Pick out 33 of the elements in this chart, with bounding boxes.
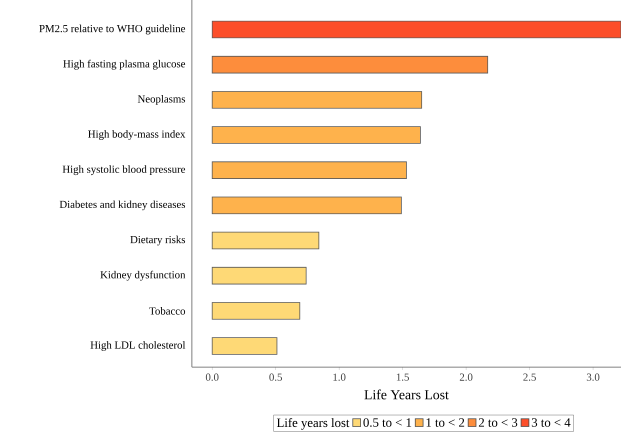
bar: [212, 266, 307, 284]
bar: [212, 302, 300, 320]
y-tick-label: Tobacco: [149, 307, 186, 315]
y-tick-label: High fasting plasma glucose: [63, 60, 186, 70]
x-tick-label: 2.0: [460, 374, 472, 381]
y-tick-label: PM2.5 relative to WHO guideline: [39, 24, 186, 34]
legend-label: 2 to < 3: [478, 418, 518, 427]
x-tick-label: 1.0: [333, 374, 346, 381]
y-tick-label: Diabetes and kidney diseases: [60, 200, 186, 210]
bar: [212, 337, 278, 355]
y-tick-label: Kidney dysfunction: [100, 270, 186, 281]
x-tick-label: 1.5: [396, 374, 409, 381]
legend-title: Life years lost: [276, 418, 350, 430]
legend-label: 1 to < 2: [426, 418, 464, 427]
bar: [212, 56, 488, 74]
bar: [212, 196, 402, 214]
x-tick-label: 2.5: [523, 374, 536, 381]
bar: [212, 232, 320, 250]
bar: [212, 91, 422, 109]
y-tick-label: High LDL cholesterol: [90, 341, 186, 351]
x-axis-title: Life Years Lost: [364, 390, 449, 400]
legend-label: 3 to < 4: [532, 418, 570, 427]
y-tick-label: Neoplasms: [138, 94, 186, 105]
x-tick-label: 0.5: [269, 374, 282, 381]
x-tick-label: 0.0: [206, 374, 219, 381]
y-tick-label: High body-mass index: [88, 130, 186, 140]
legend-label: 0.5 to < 1: [363, 418, 412, 427]
bar: [212, 161, 407, 179]
bar: [212, 20, 621, 38]
bar: [212, 126, 421, 144]
y-tick-label: Dietary risks: [130, 236, 186, 246]
y-tick-label: High systolic blood pressure: [62, 165, 186, 176]
x-tick-label: 3.0: [586, 374, 600, 381]
